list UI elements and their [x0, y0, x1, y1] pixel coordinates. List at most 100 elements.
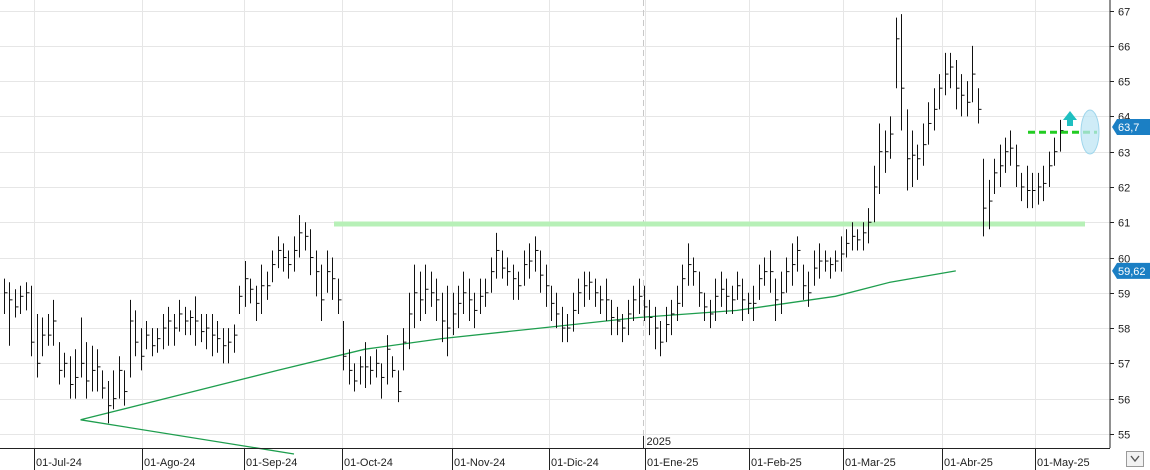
chevron-down-icon — [1130, 455, 1140, 463]
x-tick-label: 01-Abr-25 — [944, 457, 993, 469]
ohlc-bar — [781, 271, 785, 314]
ohlc-bar — [1016, 144, 1020, 187]
ohlc-bar — [660, 321, 664, 357]
ohlc-bar — [928, 102, 932, 145]
ohlc-bar — [463, 271, 467, 314]
scroll-right-button[interactable] — [1126, 451, 1144, 467]
ohlc-bar — [1038, 172, 1042, 205]
y-tick-label: 55 — [1118, 430, 1130, 442]
ohlc-bar — [360, 356, 364, 385]
ohlc-bar — [841, 236, 845, 272]
ohlc-bar — [1032, 172, 1036, 209]
price-badge: 59,62 — [1112, 262, 1150, 279]
ohlc-bar — [967, 81, 971, 117]
ohlc-bar — [234, 324, 238, 353]
ohlc-bar — [907, 109, 911, 191]
ohlc-bar — [414, 264, 418, 329]
ohlc-bar — [485, 278, 489, 307]
ohlc-bar — [567, 313, 571, 343]
ohlc-bar — [130, 299, 134, 378]
ohlc-bar — [1010, 130, 1014, 166]
ohlc-bar — [901, 14, 905, 131]
ohlc-bar — [835, 250, 839, 272]
breakout-annotation — [1063, 109, 1100, 155]
ohlc-bar — [540, 250, 544, 293]
ohlc-bar — [507, 257, 511, 286]
ohlc-bar — [1021, 172, 1025, 202]
ohlc-bar — [595, 278, 599, 307]
ohlc-bar — [349, 349, 353, 385]
ohlc-bar — [59, 342, 63, 385]
ohlc-bar — [217, 321, 221, 353]
ohlc-bar — [288, 250, 292, 279]
ohlc-bar — [879, 123, 883, 195]
ohlc-bar — [157, 328, 161, 353]
ohlc-bar — [721, 271, 725, 307]
ohlc-bar — [179, 299, 183, 332]
ohlc-bar — [890, 116, 894, 159]
ohlc-bar — [551, 285, 555, 322]
ohlc-bar — [578, 278, 582, 314]
ohlc-bar — [42, 317, 46, 357]
ohlc-bar — [496, 232, 500, 279]
ohlc-bar — [278, 236, 282, 269]
ohlc-bar — [934, 88, 938, 131]
ohlc-bar — [950, 52, 954, 89]
ohlc-bar — [474, 292, 478, 329]
ohlc-bar — [682, 264, 686, 307]
ohlc-bar — [945, 52, 949, 96]
ohlc-bar — [70, 356, 74, 399]
ohlc-bar — [491, 257, 495, 293]
ohlc-bar — [174, 313, 178, 346]
ohlc-bar — [398, 370, 402, 403]
y-tick-label: 59 — [1118, 289, 1130, 301]
ohlc-bar — [469, 278, 473, 322]
ohlc-bar — [584, 271, 588, 307]
y-tick-label: 65 — [1118, 77, 1130, 89]
ohlc-bar — [310, 229, 314, 276]
ohlc-bar — [846, 229, 850, 258]
ohlc-bar — [786, 257, 790, 293]
ohlc-bar — [392, 356, 396, 378]
ohlc-bar — [190, 310, 194, 336]
ohlc-bar — [753, 285, 757, 322]
x-tick-label: 01-Dic-24 — [551, 457, 599, 469]
ohlc-bar — [797, 236, 801, 272]
ohlc-bar — [994, 158, 998, 195]
ohlc-bar — [431, 271, 435, 307]
y-tick-label: 57 — [1118, 359, 1130, 371]
ohlc-bar — [425, 264, 429, 314]
ohlc-bar — [152, 328, 156, 357]
badge-label: 63,7 — [1118, 122, 1139, 134]
ohlc-bar — [524, 250, 528, 286]
ohlc-bar — [376, 349, 380, 378]
ohlc-bar — [628, 299, 632, 336]
ohlc-bar — [748, 292, 752, 314]
up-arrow-icon — [1063, 111, 1077, 126]
ohlc-bar — [338, 278, 342, 314]
ohlc-bar — [1005, 137, 1009, 173]
scroll-button[interactable] — [1126, 451, 1144, 467]
ohlc-bar — [387, 335, 391, 385]
ohlc-bar — [81, 317, 85, 378]
ohlc-bar — [239, 285, 243, 314]
ohlc-bar — [874, 165, 878, 223]
ohlc-bar — [48, 313, 52, 346]
ohlc-bar — [294, 236, 298, 272]
ohlc-bar — [223, 328, 227, 364]
price-badge: 63,7 — [1112, 118, 1150, 135]
ohlc-bar — [321, 264, 325, 322]
ohlc-bar — [15, 289, 19, 318]
y-tick-label: 63 — [1118, 148, 1130, 160]
ohlc-bar — [327, 250, 331, 293]
ohlc-bar — [726, 278, 730, 314]
ohlc-bar — [53, 299, 57, 346]
ohlc-bar — [163, 313, 167, 350]
ohlc-bar — [9, 282, 13, 346]
x-tick-label: 01-Sep-24 — [246, 457, 297, 469]
ohlc-bar — [502, 250, 506, 279]
ohlc-bar — [611, 299, 615, 336]
ohlc-bar — [135, 310, 139, 357]
ohlc-bar — [20, 285, 24, 314]
ohlc-bar — [108, 380, 112, 424]
